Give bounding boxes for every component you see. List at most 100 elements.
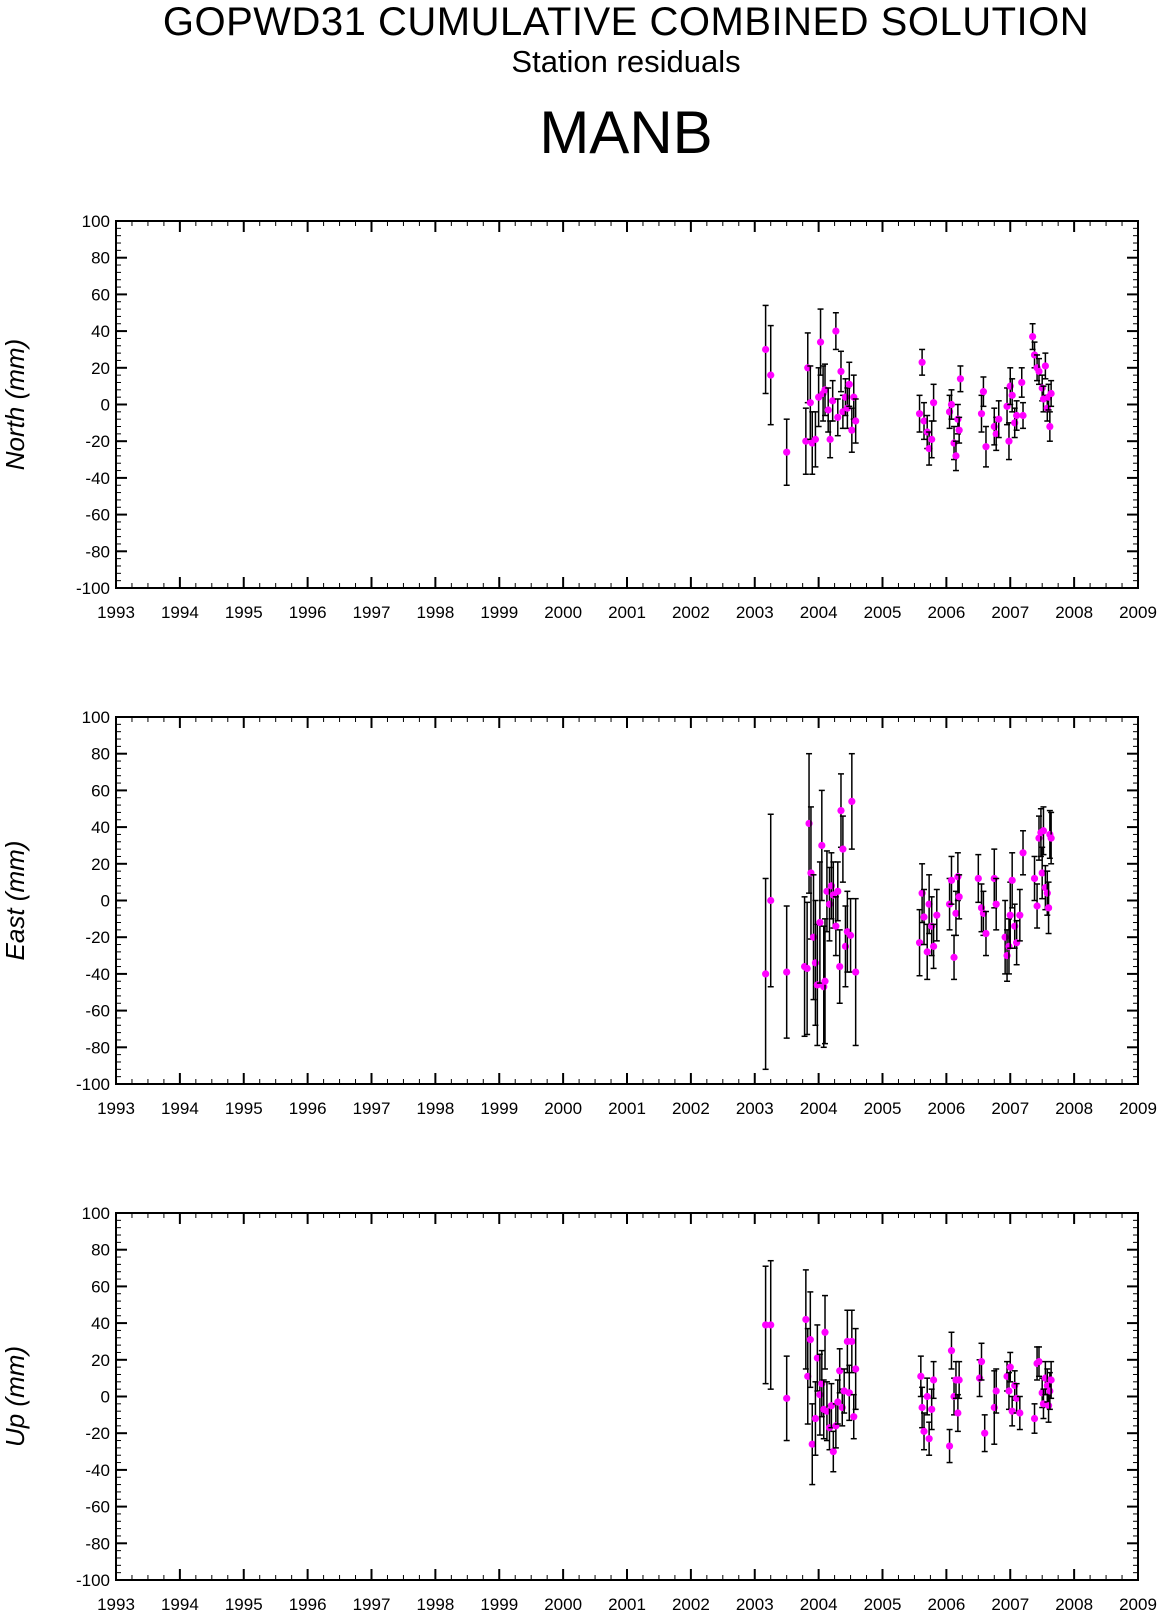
up-data-point [1046,1387,1054,1395]
east-x-tick-label: 2001 [608,1099,646,1118]
east-data-point [846,931,855,939]
up-data-point [829,1447,837,1456]
up-x-tick-label: 2000 [544,1595,582,1614]
east-x-tick-label: 1998 [416,1099,454,1118]
up-data-point [1035,1358,1043,1366]
east-data-point [767,896,775,905]
north-data-point [1019,411,1027,420]
east-data-point [852,968,860,976]
north-data-point [832,327,840,335]
north-x-tick-label: 1993 [97,603,135,622]
east-panel: 1993 1994 1995 1996 1997 1998 1999 2000 2001 2002… [0,708,1157,1118]
north-x-tick-label: 2003 [736,603,774,622]
up-x-tick-label: 2007 [991,1595,1029,1614]
north-y-tick-label: 0 [101,396,110,415]
east-y-tick-label: 0 [101,892,110,911]
up-data-point [808,1440,816,1448]
north-y-tick-label: -80 [85,542,110,561]
north-data-point [977,410,986,418]
north-data-point [767,371,775,379]
east-y-tick-label: -60 [85,1002,110,1021]
east-x-tick-label: 1997 [353,1099,391,1118]
up-data-point [1043,1381,1051,1390]
east-data-point [1043,889,1051,897]
up-data-point [852,1365,860,1373]
north-data-point [1046,422,1054,431]
up-y-tick-label: 100 [82,1204,110,1223]
station-name: MANB [539,99,713,166]
east-data-point [1044,904,1053,912]
north-y-tick-label: -20 [85,432,110,451]
east-y-tick-label: -20 [85,928,110,947]
east-data-point [836,962,844,971]
east-x-tick-label: 1994 [161,1099,199,1118]
north-y-tick-label: -40 [85,469,110,488]
up-data-point [920,1427,928,1435]
up-y-tick-label: -20 [85,1424,110,1443]
east-data-point [803,964,811,972]
east-data-point [982,929,990,938]
north-data-point [834,413,842,421]
up-data-point [992,1387,1000,1395]
east-data-point [955,893,963,901]
up-data-point [945,1442,954,1450]
east-data-point [832,922,840,930]
up-data-point [925,1435,933,1443]
east-y-tick-label: -80 [85,1038,110,1057]
north-y-axis-label: North (mm) [0,339,30,470]
up-data-point [850,1413,858,1421]
up-x-tick-label: 1998 [416,1595,454,1614]
east-data-point [952,909,960,917]
north-data-point [762,345,770,354]
north-y-tick-label: 80 [91,249,110,268]
north-data-point [811,435,820,443]
up-data-point [834,1398,842,1406]
north-data-point [925,444,933,453]
north-data-point [826,435,834,443]
up-data-point [955,1376,963,1384]
east-data-point [1019,849,1027,857]
north-data-point [806,399,814,407]
east-x-tick-label: 1995 [225,1099,263,1118]
north-x-tick-label: 2008 [1055,603,1093,622]
east-y-tick-label: -40 [85,965,110,984]
north-x-tick-label: 1995 [225,603,263,622]
north-data-point [956,375,965,383]
north-data-point [1029,333,1037,341]
east-x-tick-label: 2004 [800,1099,838,1118]
up-plot-frame [115,1212,1139,1581]
north-data-point [979,388,988,396]
north-y-tick-label: 40 [91,322,110,341]
up-x-tick-label: 1994 [161,1595,199,1614]
east-data-point [923,948,931,956]
east-data-point [839,845,847,853]
north-panel: 1993 1994 1995 1996 1997 1998 1999 2000 2001 2002… [0,212,1157,622]
east-data-point [1038,869,1046,877]
east-data-point [925,900,933,908]
north-x-tick-label: 1997 [353,603,391,622]
up-x-tick-label: 2006 [927,1595,965,1614]
up-data-point [928,1405,936,1413]
east-data-point [823,887,831,895]
east-data-point [1033,902,1041,910]
north-y-tick-label: 100 [82,212,110,231]
north-x-tick-label: 1994 [161,603,199,622]
chart-subtitle: Station residuals [511,44,741,79]
up-data-point [783,1394,791,1402]
north-x-tick-label: 1998 [416,603,454,622]
north-data-point [852,417,860,425]
up-y-tick-label: 40 [91,1314,110,1333]
north-data-point [1035,367,1043,376]
east-data-point [848,797,856,806]
east-x-tick-label: 2007 [991,1099,1029,1118]
north-data-point [845,380,853,388]
north-y-tick-label: -100 [76,579,110,598]
east-x-tick-label: 1993 [97,1099,135,1118]
up-y-tick-label: 80 [91,1241,110,1260]
east-data-point [1030,874,1039,883]
north-data-point [947,400,956,409]
up-y-tick-label: 60 [91,1277,110,1296]
east-data-point [1006,911,1014,919]
north-data-point [915,410,924,418]
north-y-tick-label: 20 [91,359,110,378]
